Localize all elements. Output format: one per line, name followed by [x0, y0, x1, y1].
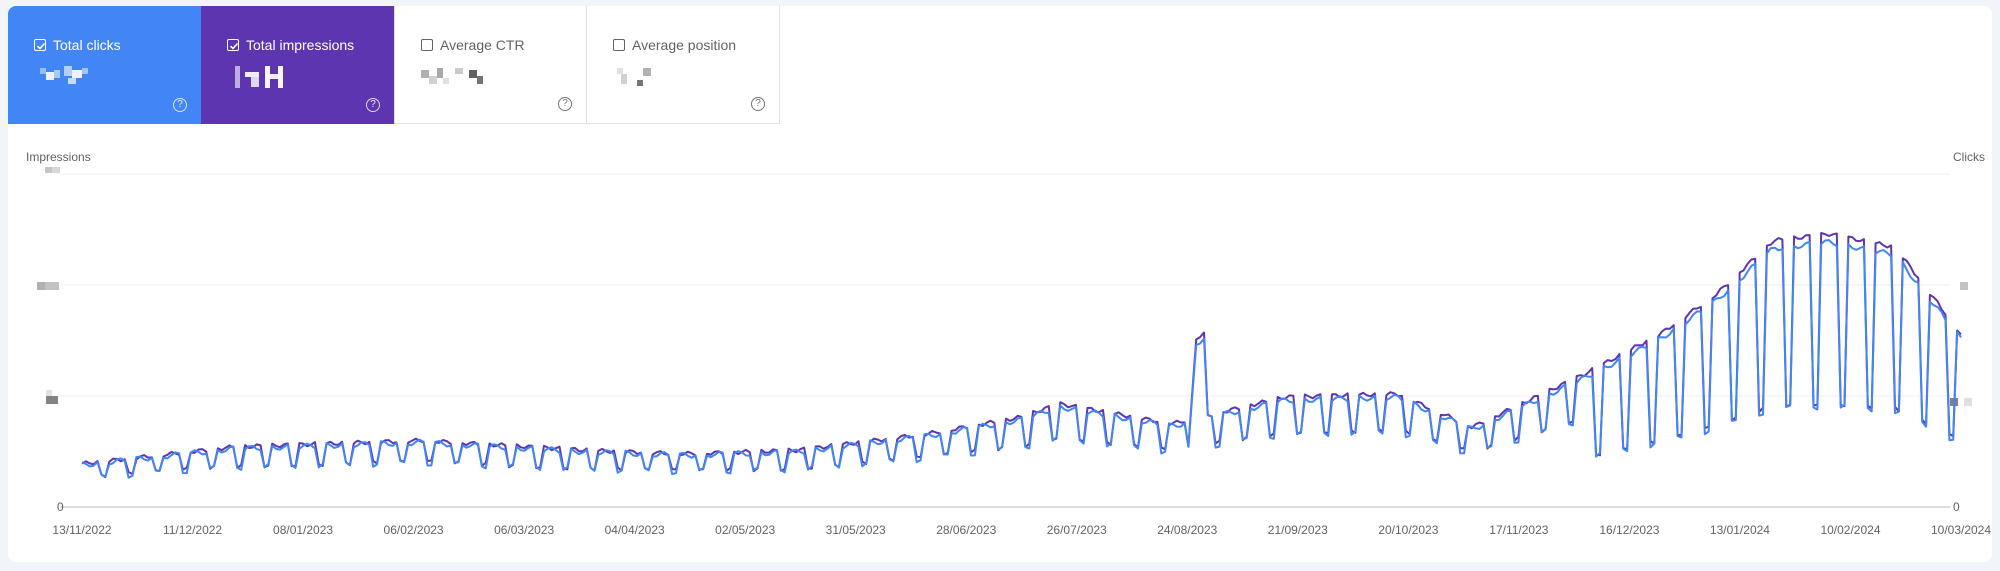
x-axis-labels: 13/11/2022 11/12/2022 08/01/2023 06/02/2023…: [52, 523, 1991, 537]
tile-label: Total clicks: [53, 37, 121, 53]
blurred-value: [235, 66, 283, 88]
x-tick-label: 28/06/2023: [936, 523, 996, 537]
x-tick-label: 06/03/2023: [494, 523, 554, 537]
x-tick-label: 20/10/2023: [1378, 523, 1438, 537]
x-tick-label: 08/01/2023: [273, 523, 333, 537]
checkbox-unchecked-icon[interactable]: [421, 39, 433, 51]
x-tick-label: 10/02/2024: [1820, 523, 1880, 537]
blurred-value: [617, 68, 651, 86]
blurred-tick: [46, 396, 58, 404]
left-axis-title: Impressions: [26, 150, 91, 164]
blurred-tick: [45, 282, 59, 290]
total-impressions-tile[interactable]: Total impressions ?: [201, 6, 394, 124]
tile-label: Average CTR: [440, 37, 525, 53]
x-tick-label: 24/08/2023: [1157, 523, 1217, 537]
left-axis-blurred-ticks: [37, 167, 60, 404]
clicks-line[interactable]: [81, 239, 1962, 479]
gridlines: [60, 173, 1950, 508]
tile-label: Average position: [632, 37, 737, 53]
right-axis-blurred-ticks: [1950, 282, 1972, 406]
x-tick-label: 16/12/2023: [1599, 523, 1659, 537]
average-position-tile[interactable]: Average position ?: [587, 6, 780, 124]
blurred-tick: [46, 390, 52, 396]
metric-tiles: Total clicks ? Total impressions ? Avera…: [8, 6, 780, 124]
x-tick-label: 11/12/2022: [163, 523, 222, 537]
right-axis-title: Clicks: [1953, 150, 1985, 164]
impressions-line[interactable]: [81, 232, 1962, 479]
checkbox-checked-icon[interactable]: [227, 39, 239, 51]
x-tick-label: 13/11/2022: [52, 523, 111, 537]
help-icon[interactable]: ?: [558, 97, 572, 111]
checkbox-checked-icon[interactable]: [34, 39, 46, 51]
tile-label: Total impressions: [246, 37, 355, 53]
total-clicks-tile[interactable]: Total clicks ?: [8, 6, 201, 124]
x-tick-label: 10/03/2024: [1931, 523, 1991, 537]
blurred-tick: [52, 167, 60, 173]
help-icon[interactable]: ?: [173, 98, 187, 112]
help-icon[interactable]: ?: [366, 98, 380, 112]
x-tick-label: 26/07/2023: [1047, 523, 1107, 537]
average-ctr-tile[interactable]: Average CTR ?: [394, 6, 587, 124]
blurred-tick: [1960, 282, 1968, 290]
blurred-value: [40, 66, 88, 84]
x-tick-label: 13/01/2024: [1710, 523, 1770, 537]
x-tick-label: 17/11/2023: [1489, 523, 1548, 537]
x-tick-label: 02/05/2023: [715, 523, 775, 537]
x-tick-label: 21/09/2023: [1268, 523, 1328, 537]
help-icon[interactable]: ?: [751, 97, 765, 111]
x-tick-label: 06/02/2023: [384, 523, 444, 537]
right-axis-zero: 0: [1953, 500, 1960, 514]
blurred-tick: [1964, 398, 1972, 406]
x-tick-label: 04/04/2023: [605, 523, 665, 537]
blurred-value: [421, 68, 483, 84]
left-axis-zero: 0: [57, 500, 64, 514]
x-tick-label: 31/05/2023: [826, 523, 886, 537]
blurred-tick: [45, 167, 52, 173]
checkbox-unchecked-icon[interactable]: [613, 39, 625, 51]
blurred-tick: [37, 282, 45, 290]
